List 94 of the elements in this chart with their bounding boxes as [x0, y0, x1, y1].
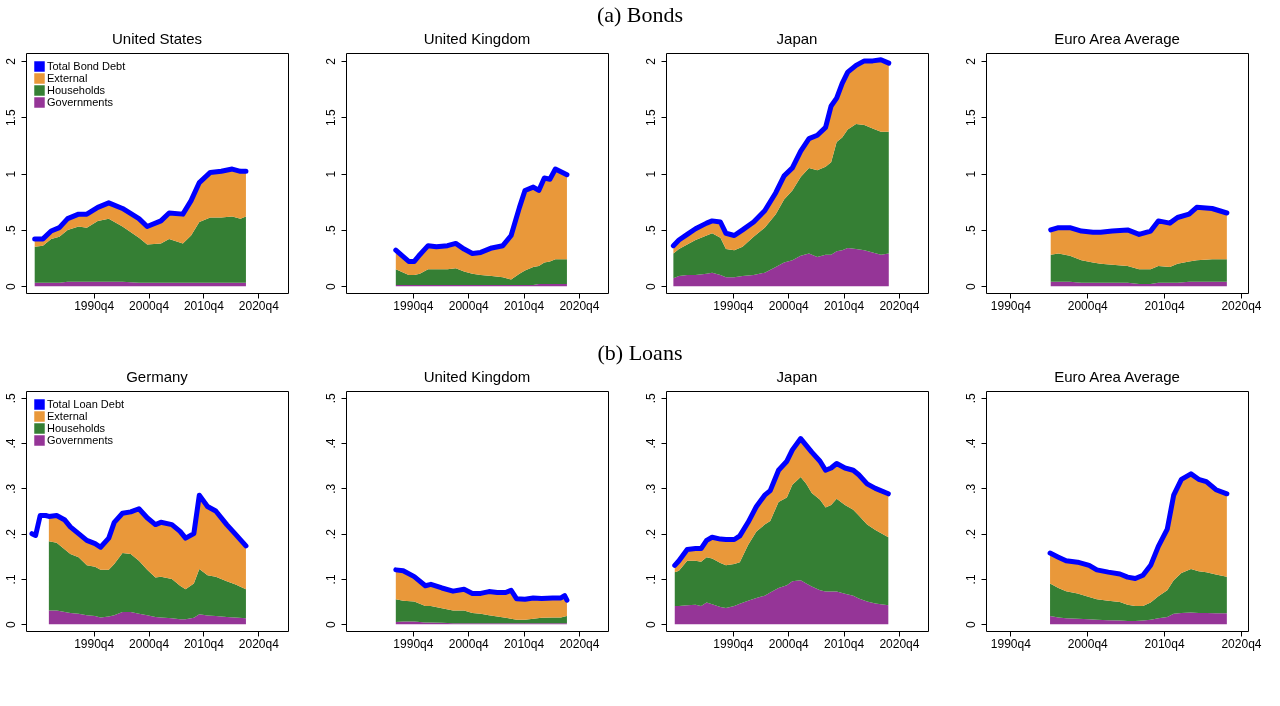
y-tick-label: 0 — [3, 621, 18, 629]
y-tick-label: 1.5 — [643, 109, 658, 127]
legend-label: Total Bond Debt — [47, 59, 126, 72]
x-tick-label: 2010q4 — [183, 636, 225, 651]
y-tick-label: .1 — [3, 574, 18, 585]
y-tick-label: .4 — [643, 438, 658, 449]
y-tick-label: .4 — [323, 438, 338, 449]
y-tick-label: 1 — [323, 170, 338, 178]
text: (a) Bonds — [595, 1, 685, 29]
x-tick-label: 2000q4 — [448, 636, 490, 651]
y-tick-label: .3 — [963, 483, 978, 494]
x-tick-label: 1990q4 — [74, 636, 115, 651]
legend-label: External — [47, 71, 88, 84]
y-tick-label: .3 — [323, 483, 338, 494]
x-tick-label: 2020q4 — [559, 298, 600, 313]
y-tick-label: .2 — [963, 528, 978, 540]
x-tick-label: 2000q4 — [129, 298, 170, 313]
y-tick-label: 2 — [963, 57, 978, 65]
y-tick-label: .1 — [323, 574, 338, 585]
x-tick-label: 2000q4 — [1067, 298, 1109, 313]
y-tick-label: .4 — [3, 438, 18, 449]
x-tick-label: 2020q4 — [879, 636, 920, 651]
legend-label: Households — [47, 83, 106, 96]
y-tick-label: 0 — [643, 283, 658, 291]
x-tick-label: 2020q4 — [238, 636, 280, 651]
x-tick-label: 2000q4 — [768, 636, 810, 651]
y-tick-label: .1 — [963, 574, 978, 585]
x-tick-label: 2010q4 — [504, 636, 545, 651]
x-tick-label: 2010q4 — [824, 636, 865, 651]
y-tick-label: 2 — [3, 57, 18, 65]
x-tick-label: 2010q4 — [504, 298, 545, 313]
chart-title: United Kingdom — [423, 368, 531, 385]
x-tick-label: 1990q4 — [990, 636, 1032, 651]
x-tick-label: 2020q4 — [879, 298, 920, 313]
y-tick-label: .5 — [963, 225, 978, 236]
y-tick-label: .5 — [963, 392, 978, 404]
x-tick-label: 2010q4 — [1144, 636, 1185, 651]
x-tick-label: 1990q4 — [393, 636, 434, 651]
x-tick-label: 2020q4 — [559, 636, 600, 651]
x-tick-label: 2020q4 — [1221, 636, 1262, 651]
y-tick-label: 1 — [643, 170, 658, 178]
y-tick-label: 0 — [323, 283, 338, 291]
y-tick-label: .5 — [3, 392, 18, 404]
y-tick-label: 1 — [3, 170, 18, 178]
y-tick-label: 2 — [643, 57, 658, 65]
y-tick-label: .1 — [643, 574, 658, 585]
y-tick-label: .5 — [643, 225, 658, 236]
y-tick-label: .5 — [323, 225, 338, 236]
y-tick-label: 0 — [963, 283, 978, 291]
x-tick-label: 2010q4 — [183, 298, 225, 313]
x-tick-label: 1990q4 — [990, 298, 1032, 313]
x-tick-label: 1990q4 — [713, 298, 754, 313]
legend-label: Governments — [47, 95, 114, 108]
legend-label: Governments — [47, 433, 114, 446]
y-tick-label: .5 — [323, 392, 338, 404]
x-tick-label: 2010q4 — [1144, 298, 1185, 313]
chart-title: Euro Area Average — [1054, 30, 1180, 47]
x-tick-label: 2020q4 — [238, 298, 280, 313]
y-tick-label: 0 — [3, 283, 18, 291]
chart-title: Germany — [126, 368, 189, 385]
x-tick-label: 2010q4 — [824, 298, 865, 313]
y-tick-label: .5 — [643, 392, 658, 404]
chart-title: United Kingdom — [423, 30, 531, 47]
chart-title: United States — [111, 30, 203, 47]
y-tick-label: .4 — [963, 438, 978, 449]
y-tick-label: 0 — [643, 621, 658, 629]
y-tick-label: .3 — [643, 483, 658, 494]
x-tick-label: 2000q4 — [448, 298, 490, 313]
x-tick-label: 2000q4 — [1067, 636, 1109, 651]
y-tick-label: 1.5 — [323, 109, 338, 127]
chart-title: Japan — [776, 30, 818, 47]
y-tick-label: .2 — [3, 528, 18, 540]
y-tick-label: 1.5 — [963, 109, 978, 127]
x-tick-label: 2000q4 — [768, 298, 810, 313]
chart-title: Japan — [776, 368, 818, 385]
chart-title: Euro Area Average — [1054, 368, 1180, 385]
text: (b) Loans — [596, 339, 684, 367]
x-tick-label: 1990q4 — [393, 298, 434, 313]
y-tick-label: 0 — [323, 621, 338, 629]
x-tick-label: 1990q4 — [74, 298, 115, 313]
legend-label: External — [47, 409, 88, 422]
x-tick-label: 2020q4 — [1221, 298, 1262, 313]
legend-label: Households — [47, 421, 106, 434]
y-tick-label: 1 — [963, 170, 978, 178]
y-tick-label: 2 — [323, 57, 338, 65]
y-tick-label: 0 — [963, 621, 978, 629]
y-tick-label: .2 — [643, 528, 658, 540]
y-tick-label: .3 — [3, 483, 18, 494]
y-tick-label: .2 — [323, 528, 338, 540]
x-tick-label: 1990q4 — [713, 636, 754, 651]
y-tick-label: 1.5 — [3, 109, 18, 127]
x-tick-label: 2000q4 — [129, 636, 170, 651]
legend-label: Total Loan Debt — [47, 397, 125, 410]
y-tick-label: .5 — [3, 225, 18, 236]
